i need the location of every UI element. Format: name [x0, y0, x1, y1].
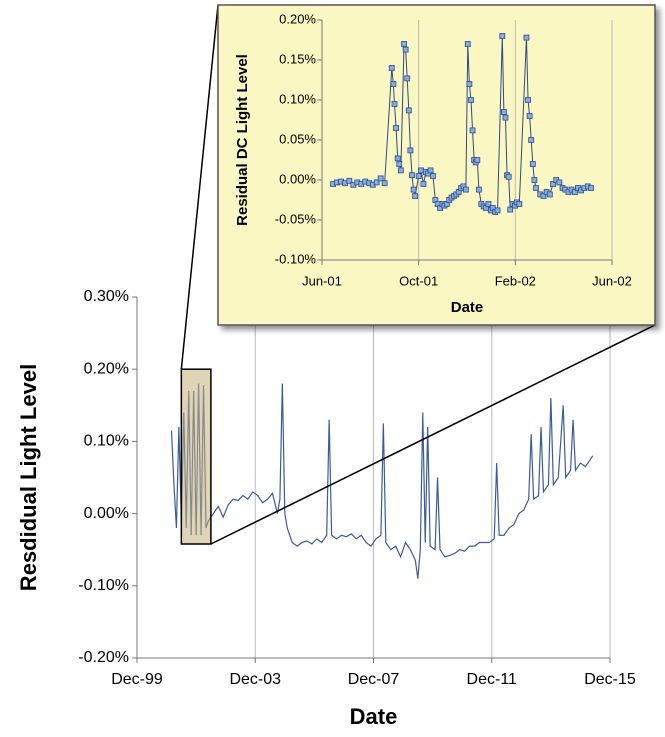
y-tick-label: 0.05%: [279, 131, 316, 146]
zoom-connector: [210, 324, 656, 545]
data-point: [397, 167, 404, 174]
y-tick-label: 0.30%: [84, 288, 129, 305]
main-chart: Dec-99 Dec-03 Dec-07 Dec-11 Dec-15 -0.20% -0.1…: [16, 288, 636, 729]
data-point: [529, 161, 536, 167]
series-line: [332, 35, 592, 213]
y-axis-title: Resdidual Light Level: [16, 364, 41, 591]
zoom-callout: [180, 4, 656, 545]
x-tick-label: Dec-99: [111, 671, 163, 688]
data-point: [390, 81, 397, 87]
data-point: [528, 137, 535, 143]
y-tick-label: -0.05%: [275, 211, 317, 226]
data-point: [531, 177, 538, 183]
y-tick-label: -0.10%: [275, 251, 317, 266]
data-point: [505, 173, 512, 180]
data-point: [430, 173, 436, 179]
inset-chart: Jun-01 Oct-01 Feb-02 Jun-02 -0.10% -0.05% 0.00…: [234, 11, 632, 316]
data-point: [588, 185, 594, 191]
data-point: [346, 177, 353, 184]
data-point: [410, 186, 417, 193]
data-point: [415, 173, 422, 179]
y-tick-label: -0.10%: [78, 577, 129, 594]
zoom-connector: [180, 4, 219, 370]
data-point: [381, 180, 388, 187]
data-point: [464, 41, 471, 47]
data-point: [404, 75, 411, 82]
x-axis-title: Date: [350, 704, 398, 729]
data-point: [466, 81, 473, 87]
data-point: [409, 172, 415, 179]
data-point: [502, 114, 509, 121]
data-point: [420, 181, 427, 187]
data-point: [401, 41, 407, 47]
x-tick-label: Dec-03: [229, 671, 281, 688]
data-point: [462, 186, 469, 193]
data-point: [402, 46, 409, 53]
data-point: [407, 147, 414, 154]
data-point: [523, 34, 530, 41]
y-tick-label: 0.10%: [279, 91, 316, 106]
data-point: [468, 97, 474, 103]
data-point: [499, 33, 506, 39]
x-tick-label: Jun-02: [592, 273, 632, 288]
inset-panel: [217, 4, 656, 326]
data-point: [405, 107, 412, 114]
data-point: [476, 186, 482, 193]
y-axis-title: Residual DC Light Level: [234, 54, 251, 226]
series-line: [170, 383, 594, 579]
x-tick-label: Feb-02: [495, 273, 536, 288]
y-tick-label: 0.20%: [279, 11, 316, 26]
data-point: [516, 201, 523, 207]
y-tick-label: 0.20%: [84, 360, 129, 377]
data-point: [507, 206, 514, 213]
data-point: [373, 179, 380, 186]
data-point: [396, 161, 403, 167]
data-point: [427, 167, 434, 174]
data-point: [377, 175, 384, 182]
data-point: [474, 157, 481, 163]
x-tick-label: Oct-01: [399, 273, 438, 288]
y-tick-label: 0.00%: [84, 505, 129, 522]
data-point: [500, 109, 507, 115]
x-tick-label: Dec-11: [467, 671, 517, 688]
data-point: [388, 65, 395, 71]
y-tick-label: 0.00%: [279, 171, 316, 186]
data-point: [571, 189, 578, 195]
zoom-box: [180, 368, 212, 545]
data-point: [485, 201, 492, 207]
data-point: [412, 193, 419, 199]
y-tick-label: 0.15%: [279, 51, 316, 66]
data-point: [391, 101, 398, 107]
data-point: [546, 191, 553, 198]
x-axis-title: Date: [451, 299, 484, 316]
data-point: [556, 179, 563, 186]
data-point: [525, 97, 531, 103]
x-tick-label: Jun-01: [302, 273, 342, 288]
data-point: [550, 181, 556, 187]
data-point: [494, 207, 501, 214]
data-point: [393, 125, 399, 131]
x-tick-label: Dec-15: [584, 671, 636, 688]
data-point: [394, 155, 401, 162]
data-point: [540, 193, 547, 199]
data-point: [469, 127, 476, 134]
y-tick-label: -0.20%: [78, 649, 129, 666]
data-point: [526, 113, 533, 119]
data-point: [533, 185, 539, 191]
data-point: [418, 167, 424, 174]
y-tick-label: 0.10%: [84, 433, 129, 450]
x-tick-label: Dec-07: [348, 671, 400, 688]
